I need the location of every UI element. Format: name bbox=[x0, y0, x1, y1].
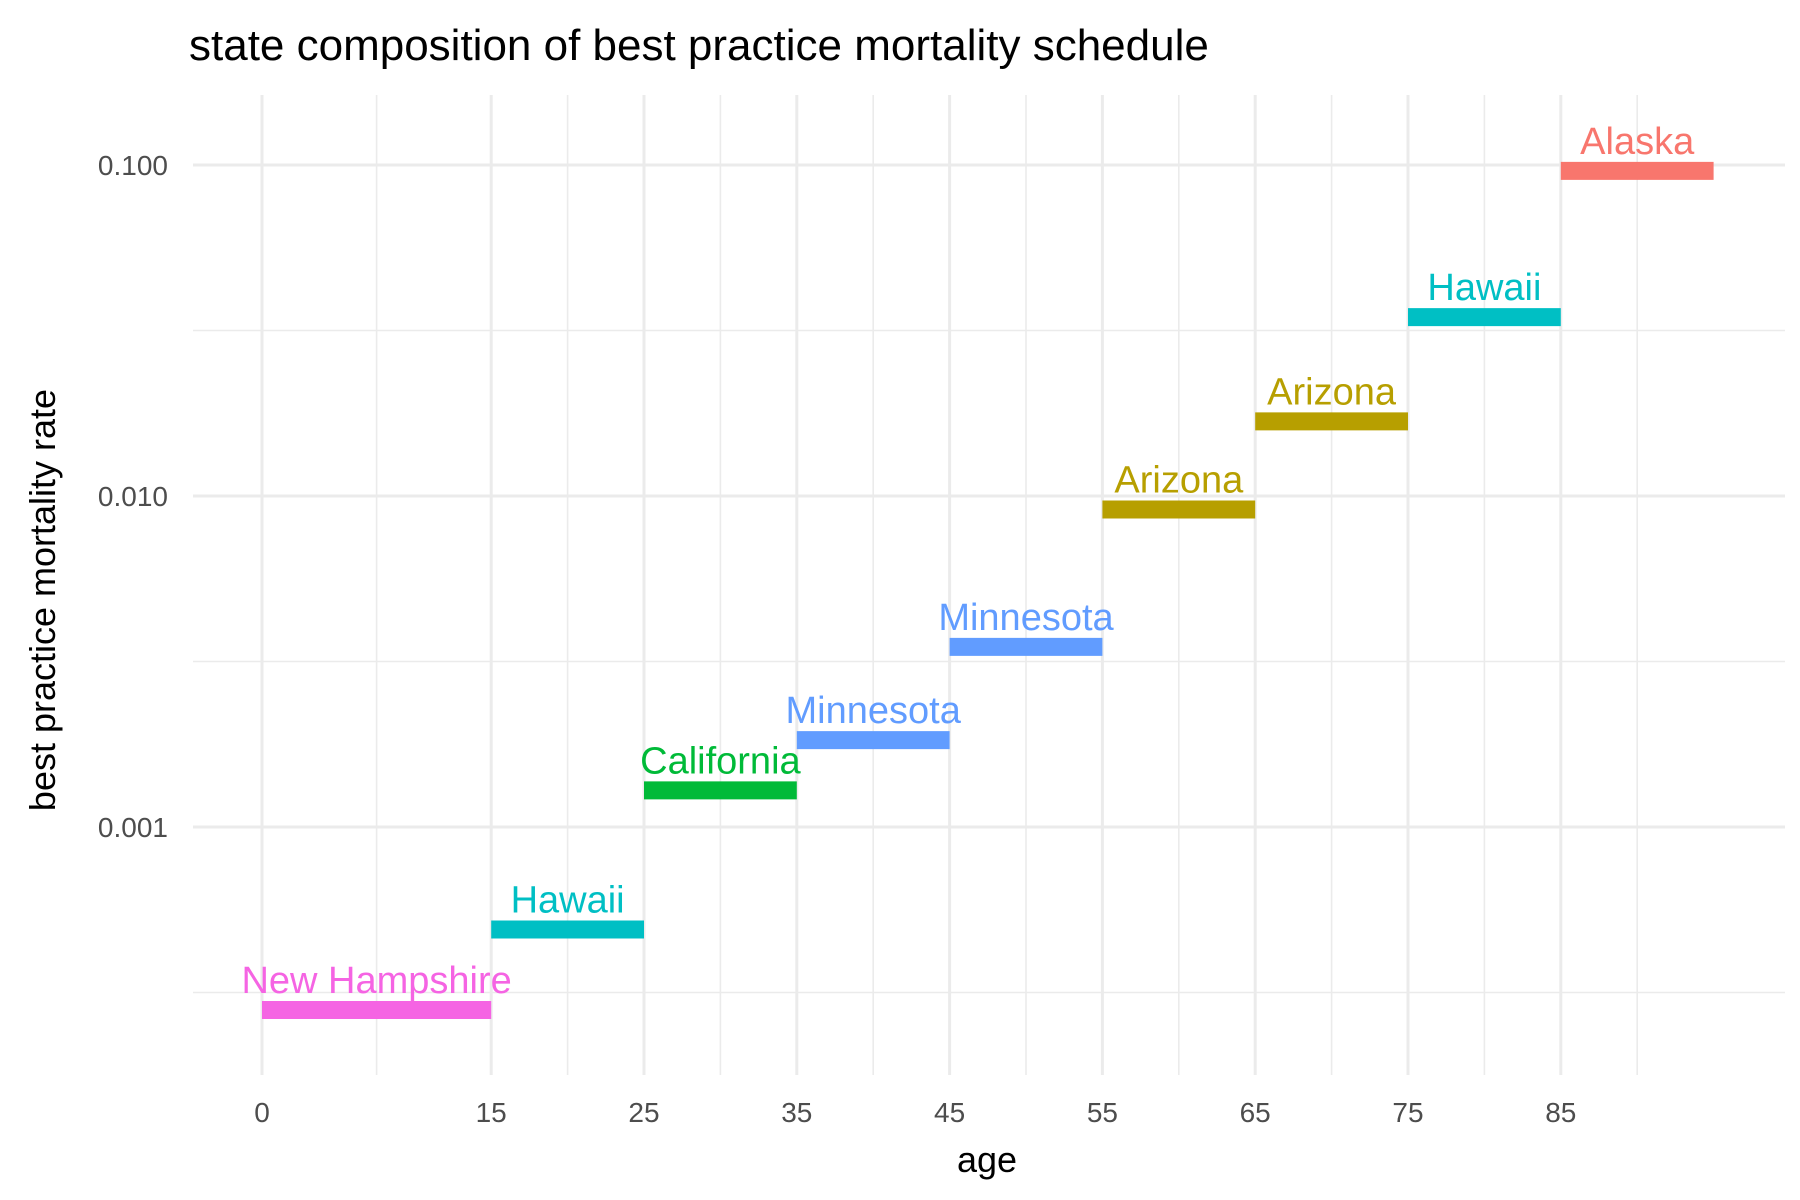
segment-label: Hawaii bbox=[511, 880, 625, 922]
x-tick-label: 35 bbox=[781, 1097, 812, 1128]
segment-label: Hawaii bbox=[1427, 267, 1541, 309]
segment-label: Arizona bbox=[1114, 460, 1244, 502]
x-tick-label: 55 bbox=[1087, 1097, 1118, 1128]
x-axis-ticks: 0 15 25 35 45 55 65 75 85 bbox=[254, 1097, 1576, 1128]
data-segments bbox=[262, 161, 1714, 1019]
segment-label: California bbox=[640, 740, 801, 782]
segment-label: Arizona bbox=[1267, 371, 1397, 413]
segment-label: New Hampshire bbox=[241, 960, 511, 1002]
x-tick-label: 45 bbox=[934, 1097, 965, 1128]
segment-label: Minnesota bbox=[938, 597, 1114, 639]
y-tick-label: 0.100 bbox=[98, 150, 168, 181]
x-tick-label: 0 bbox=[254, 1097, 270, 1128]
y-axis-title: best practice mortality rate bbox=[22, 389, 63, 811]
x-tick-label: 65 bbox=[1240, 1097, 1271, 1128]
chart-title: state composition of best practice morta… bbox=[189, 21, 1209, 70]
y-axis-ticks: 0.001 0.010 0.100 bbox=[98, 150, 168, 843]
x-axis-title: age bbox=[957, 1139, 1017, 1180]
x-tick-label: 15 bbox=[476, 1097, 507, 1128]
y-tick-label: 0.010 bbox=[98, 481, 168, 512]
x-tick-label: 85 bbox=[1545, 1097, 1576, 1128]
x-tick-label: 25 bbox=[628, 1097, 659, 1128]
x-tick-label: 75 bbox=[1392, 1097, 1423, 1128]
y-tick-label: 0.001 bbox=[98, 812, 168, 843]
segment-label: Minnesota bbox=[786, 690, 962, 732]
grid bbox=[193, 95, 1785, 1075]
segment-label: Alaska bbox=[1580, 121, 1695, 163]
segment-labels: New HampshireHawaiiCaliforniaMinnesotaMi… bbox=[241, 121, 1695, 1002]
